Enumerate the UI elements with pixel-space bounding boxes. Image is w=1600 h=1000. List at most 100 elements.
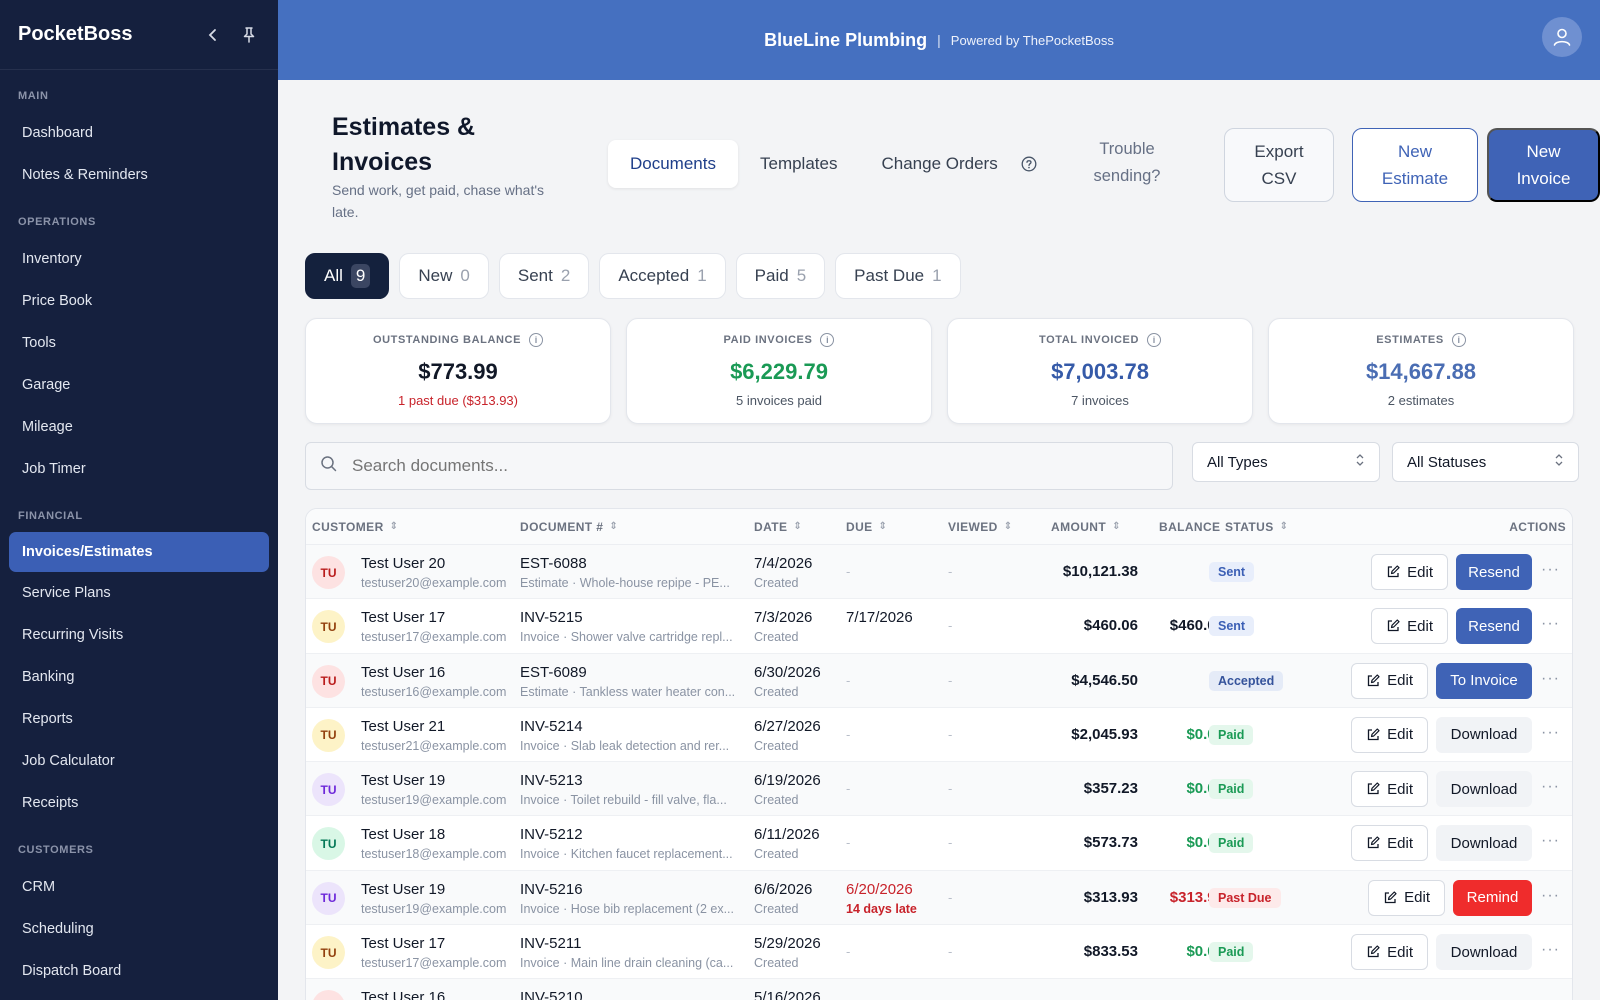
export-csv-button[interactable]: Export CSV bbox=[1224, 128, 1334, 202]
document-number[interactable]: INV-5212 bbox=[520, 826, 583, 844]
pin-icon[interactable] bbox=[238, 24, 260, 46]
sidebar-item-inventory[interactable]: Inventory bbox=[22, 251, 82, 267]
info-icon[interactable]: i bbox=[529, 333, 544, 347]
edit-button[interactable]: Edit bbox=[1351, 934, 1428, 971]
info-icon[interactable]: i bbox=[1451, 333, 1466, 347]
table-row[interactable]: TU Test User 16 testuser16@example.com EST-… bbox=[306, 653, 1572, 708]
tab-documents[interactable]: Documents bbox=[608, 140, 738, 188]
download-button[interactable]: Download bbox=[1436, 934, 1532, 971]
table-row[interactable]: TU Test User 17 testuser17@example.com INV-… bbox=[306, 599, 1572, 654]
sidebar-item-tools[interactable]: Tools bbox=[22, 335, 56, 351]
sidebar-item-notes-reminders[interactable]: Notes & Reminders bbox=[22, 167, 148, 183]
status-select[interactable]: All Statuses bbox=[1392, 442, 1579, 482]
document-number[interactable]: INV-5215 bbox=[520, 609, 583, 627]
user-avatar-icon[interactable] bbox=[1542, 17, 1582, 57]
info-icon[interactable]: i bbox=[820, 333, 835, 347]
resend-button[interactable]: Resend bbox=[1456, 608, 1532, 645]
more-options-icon[interactable]: ··· bbox=[1541, 723, 1560, 741]
brand-logo[interactable]: PocketBoss bbox=[18, 23, 133, 45]
document-date: 6/19/2026 bbox=[754, 772, 821, 790]
sidebar-item-garage[interactable]: Garage bbox=[22, 377, 71, 393]
trouble-sending-link[interactable]: Trouble sending? bbox=[1093, 140, 1161, 185]
table-row[interactable]: TU Test User 21 testuser21@example.com INV-… bbox=[306, 708, 1572, 763]
col-date[interactable]: DATE ⇕ bbox=[754, 520, 802, 534]
collapse-chevron-icon[interactable] bbox=[202, 24, 224, 46]
edit-button[interactable]: Edit bbox=[1371, 554, 1448, 590]
new-estimate-button[interactable]: New Estimate bbox=[1352, 128, 1478, 202]
table-row[interactable]: TU Test User 19 testuser19@example.com INV-… bbox=[306, 870, 1572, 926]
sidebar-item-reports[interactable]: Reports bbox=[22, 711, 73, 727]
col-due[interactable]: DUE ⇕ bbox=[846, 520, 887, 534]
table-row[interactable]: TU Test User 20 testuser20@example.com EST-… bbox=[306, 545, 1572, 600]
stat-card-note: 1 past due ($313.93) bbox=[398, 393, 518, 408]
document-date: 6/30/2026 bbox=[754, 663, 821, 681]
sidebar-item-invoices-estimates[interactable]: Invoices/Estimates bbox=[9, 532, 269, 572]
document-number[interactable]: INV-5216 bbox=[520, 880, 583, 898]
download-button[interactable]: Download bbox=[1436, 771, 1532, 808]
edit-button[interactable]: Edit bbox=[1351, 716, 1428, 753]
new-invoice-button[interactable]: New Invoice bbox=[1487, 128, 1600, 202]
col-document[interactable]: DOCUMENT # ⇕ bbox=[520, 520, 618, 534]
more-options-icon[interactable]: ··· bbox=[1541, 832, 1560, 850]
table-row[interactable]: TU Test User 18 testuser18@example.com INV-… bbox=[306, 816, 1572, 871]
search-input[interactable] bbox=[352, 456, 1132, 476]
sidebar-item-crm[interactable]: CRM bbox=[22, 879, 56, 895]
document-number[interactable]: INV-5210 bbox=[520, 989, 583, 1000]
stat-card-note: 5 invoices paid bbox=[736, 393, 822, 408]
download-button[interactable]: Download bbox=[1436, 716, 1532, 753]
col-customer[interactable]: CUSTOMER ⇕ bbox=[312, 520, 398, 534]
edit-button[interactable]: Edit bbox=[1368, 879, 1445, 916]
edit-button[interactable]: Edit bbox=[1351, 771, 1428, 808]
search-box[interactable] bbox=[305, 442, 1173, 490]
col-viewed[interactable]: VIEWED ⇕ bbox=[948, 520, 1013, 534]
document-date-status: Created bbox=[754, 738, 799, 753]
type-select[interactable]: All Types bbox=[1192, 442, 1380, 482]
table-row[interactable]: TU Test User 16 INV-5210 5/16/2026 bbox=[306, 979, 1572, 1000]
filter-chip-accepted[interactable]: Accepted 1 bbox=[599, 253, 726, 299]
avatar: TU bbox=[312, 556, 345, 589]
more-options-icon[interactable]: ··· bbox=[1541, 941, 1560, 959]
document-number[interactable]: INV-5213 bbox=[520, 772, 583, 790]
document-number[interactable]: EST-6089 bbox=[520, 663, 587, 681]
avatar: TU bbox=[312, 773, 345, 807]
to-invoice-button[interactable]: To Invoice bbox=[1436, 662, 1532, 699]
edit-button[interactable]: Edit bbox=[1371, 608, 1448, 645]
more-options-icon[interactable]: ··· bbox=[1541, 615, 1560, 633]
sidebar-item-service-plans[interactable]: Service Plans bbox=[22, 585, 111, 601]
filter-chip-all[interactable]: All 9 bbox=[305, 253, 390, 299]
help-circle-icon[interactable] bbox=[1020, 155, 1038, 173]
tab-change-orders[interactable]: Change Orders bbox=[881, 154, 998, 173]
more-options-icon[interactable]: ··· bbox=[1541, 669, 1560, 687]
info-icon[interactable]: i bbox=[1147, 333, 1162, 347]
sidebar-item-scheduling[interactable]: Scheduling bbox=[22, 921, 94, 937]
more-options-icon[interactable]: ··· bbox=[1541, 886, 1560, 904]
filter-chip-sent[interactable]: Sent 2 bbox=[498, 253, 590, 299]
sidebar-item-dispatch-board[interactable]: Dispatch Board bbox=[22, 963, 122, 979]
document-number[interactable]: EST-6088 bbox=[520, 555, 587, 572]
filter-chip-past-due[interactable]: Past Due 1 bbox=[835, 253, 961, 299]
document-number[interactable]: INV-5214 bbox=[520, 717, 583, 735]
resend-button[interactable]: Resend bbox=[1456, 554, 1532, 590]
table-row[interactable]: TU Test User 17 testuser17@example.com INV-… bbox=[306, 925, 1572, 980]
sidebar-item-receipts[interactable]: Receipts bbox=[22, 795, 79, 811]
edit-button[interactable]: Edit bbox=[1351, 825, 1428, 862]
sidebar-item-job-calculator[interactable]: Job Calculator bbox=[22, 753, 115, 769]
sidebar-item-recurring-visits[interactable]: Recurring Visits bbox=[22, 627, 124, 643]
col-amount[interactable]: AMOUNT ⇕ bbox=[1051, 520, 1121, 534]
download-button[interactable]: Download bbox=[1436, 825, 1532, 862]
sidebar-item-job-timer[interactable]: Job Timer bbox=[22, 461, 86, 477]
sidebar-item-mileage[interactable]: Mileage bbox=[22, 419, 73, 435]
sidebar-item-dashboard[interactable]: Dashboard bbox=[22, 125, 93, 141]
filter-chip-paid[interactable]: Paid 5 bbox=[735, 253, 826, 299]
sidebar-item-price-book[interactable]: Price Book bbox=[22, 293, 93, 309]
filter-chip-new[interactable]: New 0 bbox=[399, 253, 489, 299]
more-options-icon[interactable]: ··· bbox=[1541, 778, 1560, 796]
col-status[interactable]: STATUS ⇕ bbox=[1225, 520, 1288, 534]
document-number[interactable]: INV-5211 bbox=[520, 935, 582, 953]
table-row[interactable]: TU Test User 19 testuser19@example.com INV-… bbox=[306, 762, 1572, 817]
remind-button[interactable]: Remind bbox=[1453, 879, 1532, 916]
edit-button[interactable]: Edit bbox=[1351, 662, 1428, 699]
sidebar-item-banking[interactable]: Banking bbox=[22, 669, 75, 685]
more-options-icon[interactable]: ··· bbox=[1541, 561, 1560, 578]
tab-templates[interactable]: Templates bbox=[759, 154, 838, 173]
